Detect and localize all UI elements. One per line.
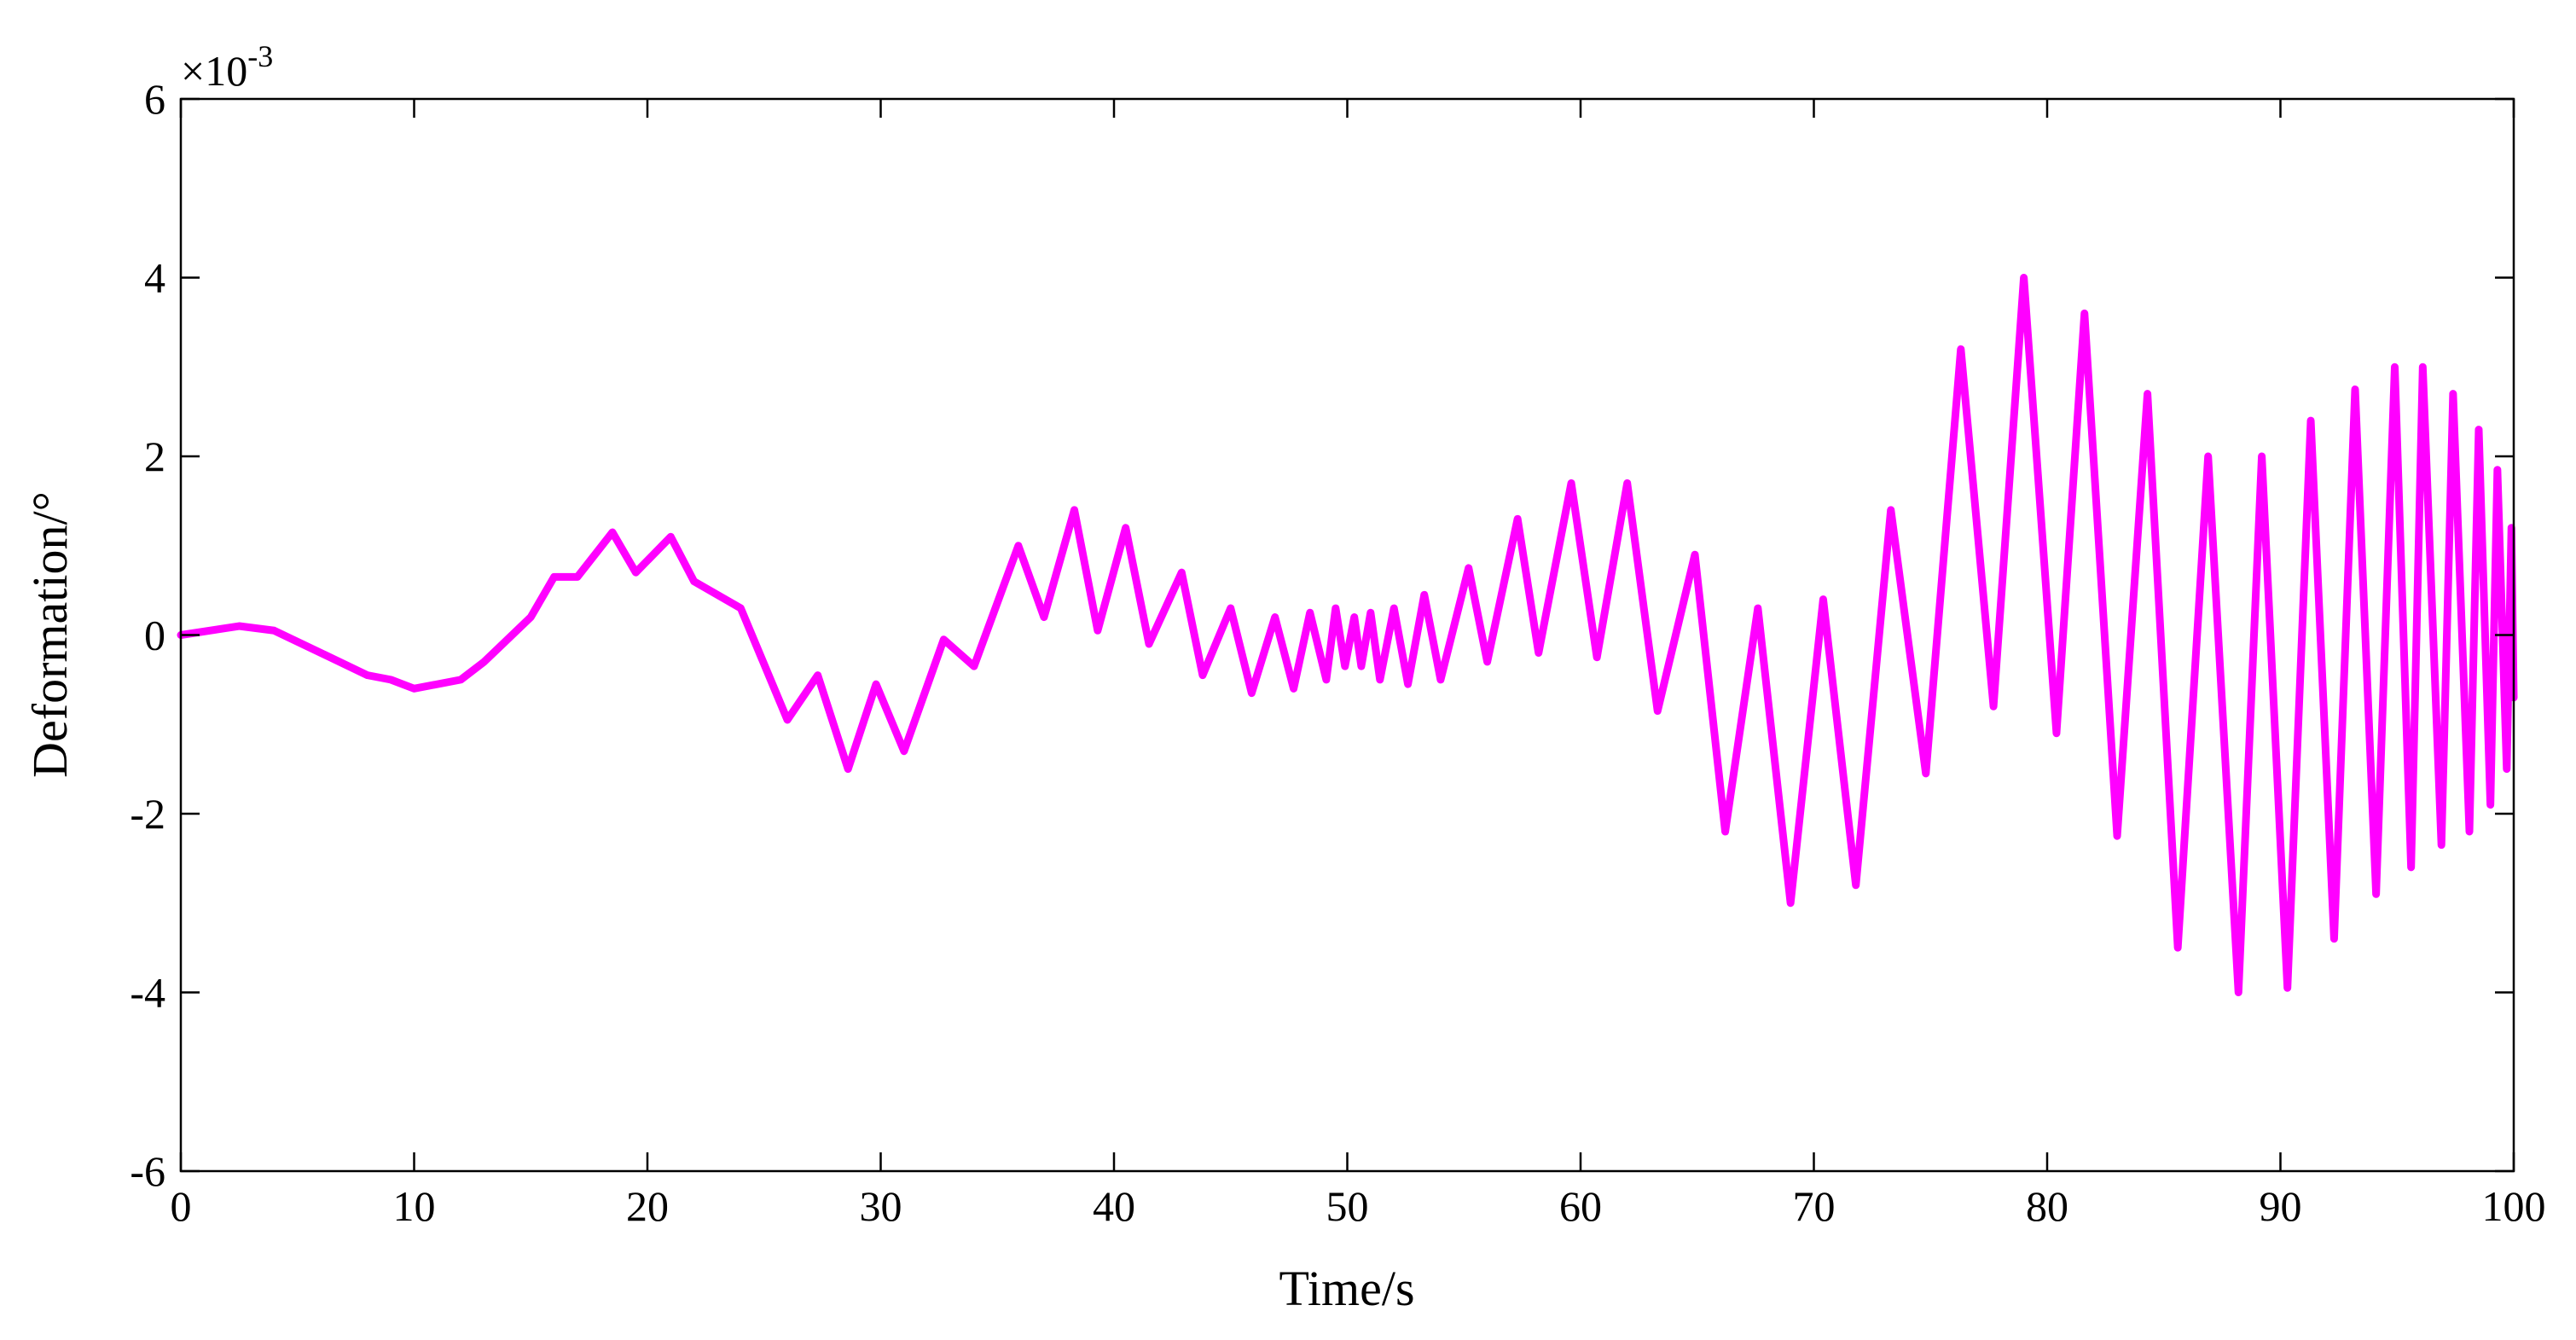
y-tick-label: -6	[130, 1147, 165, 1195]
x-tick-label: 80	[2026, 1182, 2068, 1230]
y-axis-label: Deformation/°	[22, 491, 78, 778]
x-tick-label: 100	[2482, 1182, 2546, 1230]
x-tick-label: 50	[1326, 1182, 1369, 1230]
x-tick-label: 30	[860, 1182, 902, 1230]
x-tick-label: 60	[1559, 1182, 1602, 1230]
x-tick-label: 10	[393, 1182, 436, 1230]
x-tick-label: 0	[171, 1182, 192, 1230]
x-axis-label: Time/s	[1279, 1261, 1414, 1316]
multiplier-exponent: -3	[247, 39, 273, 73]
x-tick-label: 20	[626, 1182, 669, 1230]
y-tick-label: -2	[130, 790, 165, 838]
y-tick-label: 6	[144, 75, 165, 123]
data-line	[177, 274, 2518, 996]
x-tick-label: 90	[2260, 1182, 2302, 1230]
y-tick-label: 0	[144, 612, 165, 659]
x-tick-label: 70	[1793, 1182, 1836, 1230]
y-tick-label: 4	[144, 254, 165, 302]
y-tick-label: 2	[144, 432, 165, 480]
y-tick-label: -4	[130, 969, 165, 1017]
multiplier-base: ×10	[181, 47, 247, 95]
x-tick-label: 40	[1093, 1182, 1135, 1230]
y-multiplier: ×10-3	[181, 39, 273, 95]
